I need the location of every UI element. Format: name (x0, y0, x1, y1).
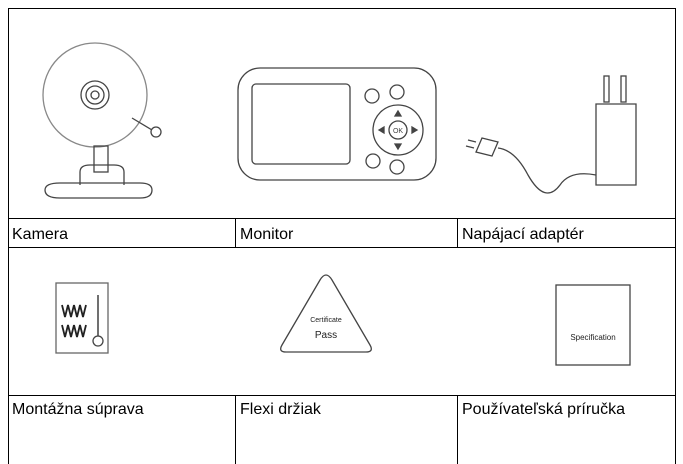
item-label: Montážna súprava (12, 401, 144, 418)
ok-button-label: OK (393, 128, 403, 135)
certificate-picture (280, 274, 372, 353)
camera-picture (42, 42, 162, 199)
item-label: Monitor (240, 226, 294, 243)
certificate-text: Certificate (310, 317, 342, 324)
mounting-kit-picture (55, 282, 109, 354)
monitor-picture (237, 67, 437, 181)
certificate-text: Pass (315, 330, 337, 341)
table-grid (8, 8, 676, 464)
item-label: Kamera (12, 226, 68, 243)
manual-text: Specification (570, 333, 615, 342)
item-label: Flexi držiak (240, 401, 322, 418)
adapter-picture (465, 75, 637, 194)
manual-picture (555, 284, 631, 366)
item-label: Napájací adaptér (462, 226, 585, 243)
item-label: Používateľská príručka (462, 401, 625, 418)
